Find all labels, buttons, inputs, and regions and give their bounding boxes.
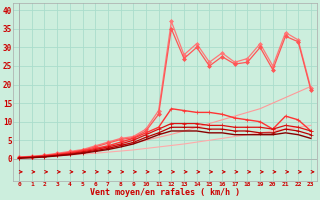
X-axis label: Vent moyen/en rafales ( km/h ): Vent moyen/en rafales ( km/h ) (90, 188, 240, 197)
